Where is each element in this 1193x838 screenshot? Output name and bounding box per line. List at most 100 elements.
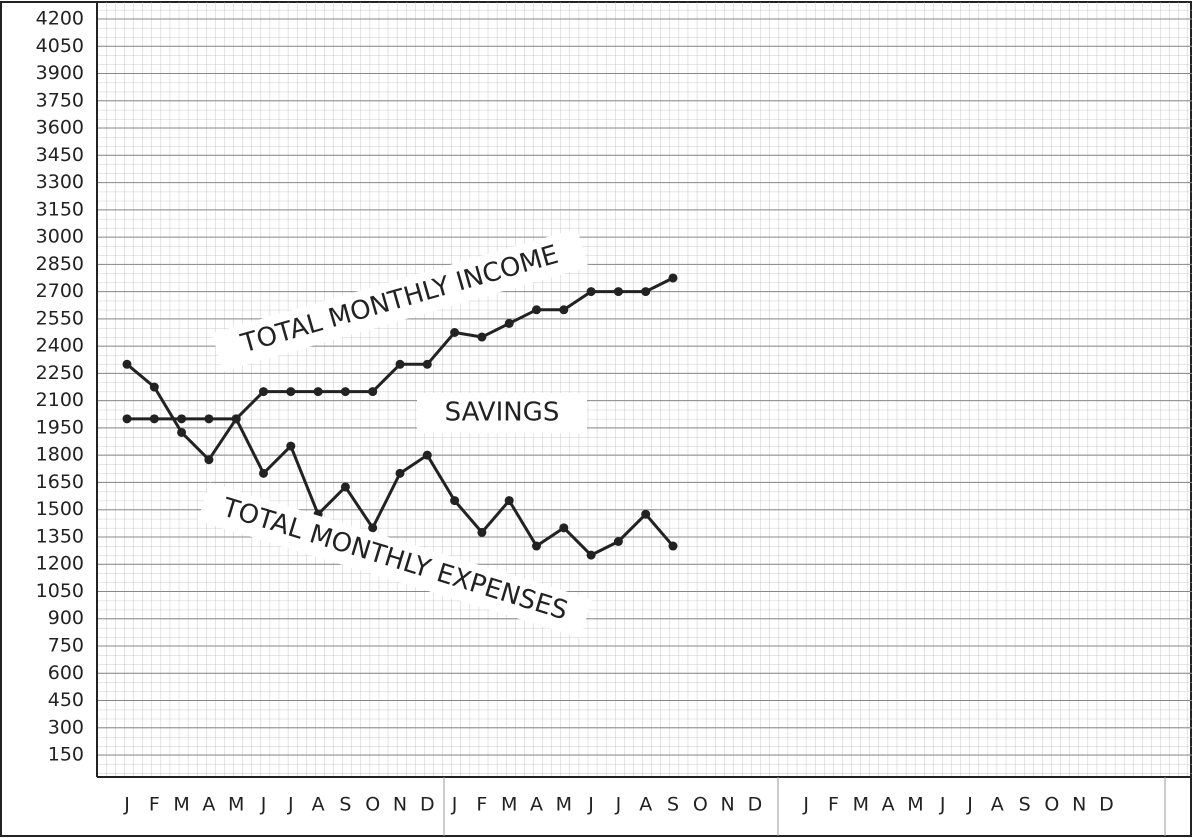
x-tick-label: F: [149, 794, 160, 816]
data-point: [422, 359, 432, 369]
data-point: [340, 387, 350, 397]
y-tick-label: 3600: [36, 117, 84, 139]
data-point: [368, 387, 378, 397]
x-tick-label: A: [639, 794, 652, 816]
y-tick-label: 600: [48, 662, 84, 684]
data-point: [340, 482, 350, 492]
y-tick-label: 3750: [36, 89, 84, 111]
x-tick-label: F: [828, 794, 839, 816]
data-point: [122, 359, 132, 369]
x-tick-label: J: [587, 794, 594, 816]
data-point: [450, 496, 460, 506]
x-tick-label: N: [393, 794, 407, 816]
data-point: [177, 427, 187, 437]
data-point: [477, 332, 487, 342]
data-point: [532, 541, 541, 551]
x-tick-label: J: [260, 794, 267, 816]
grid: [97, 18, 1192, 756]
x-tick-label: M: [907, 794, 923, 816]
x-tick-label: O: [365, 794, 380, 816]
data-point: [259, 387, 268, 397]
data-point: [231, 414, 241, 424]
x-tick-label: O: [693, 794, 708, 816]
x-tick-label: M: [228, 794, 244, 816]
y-tick-label: 300: [48, 716, 84, 738]
data-point: [532, 305, 541, 315]
x-tick-label: D: [748, 794, 763, 816]
y-tick-label: 1500: [36, 498, 84, 520]
y-tick-label: 3150: [36, 198, 84, 220]
x-tick-label: A: [530, 794, 543, 816]
data-point: [641, 509, 651, 519]
data-point: [586, 287, 596, 297]
y-tick-label: 3000: [36, 226, 84, 248]
y-tick-label: 4050: [36, 35, 84, 57]
y-tick-label: 3300: [36, 171, 84, 193]
x-tick-label: M: [556, 794, 572, 816]
x-tick-label: S: [667, 794, 679, 816]
x-tick-label: M: [501, 794, 517, 816]
y-tick-label: 900: [48, 607, 84, 629]
y-tick-label: 2100: [36, 389, 84, 411]
data-point: [641, 287, 651, 297]
label-bg: [417, 393, 587, 433]
y-tick-label: 3900: [36, 62, 84, 84]
y-tick-label: 1050: [36, 580, 84, 602]
x-tick-label: A: [202, 794, 215, 816]
data-point: [177, 414, 187, 424]
x-tick-label: A: [991, 794, 1004, 816]
y-tick-label: 1350: [36, 525, 84, 547]
data-point: [450, 327, 460, 337]
data-point: [559, 523, 569, 533]
data-point: [668, 273, 678, 283]
x-tick-label: J: [939, 794, 946, 816]
data-point: [313, 387, 323, 397]
annotation: SAVINGS: [445, 398, 560, 428]
x-tick-label: O: [1044, 794, 1059, 816]
data-point: [395, 359, 405, 369]
data-point: [395, 468, 405, 478]
x-tick-label: S: [339, 794, 351, 816]
minor-grid: [97, 2, 1192, 777]
x-tick-label: S: [1019, 794, 1031, 816]
x-tick-label: J: [802, 794, 809, 816]
y-tick-label: 1800: [36, 444, 84, 466]
data-point: [149, 382, 159, 392]
label-bg: [197, 482, 593, 638]
data-point: [613, 536, 623, 546]
x-tick-label: N: [720, 794, 734, 816]
data-point: [504, 496, 514, 506]
label-bg: [211, 228, 589, 372]
x-tick-label: N: [1072, 794, 1086, 816]
x-tick-label: A: [312, 794, 325, 816]
data-point: [668, 541, 678, 551]
x-tick-label: J: [966, 794, 973, 816]
y-tick-label: 1950: [36, 416, 84, 438]
x-tick-label: J: [451, 794, 458, 816]
y-tick-label: 3450: [36, 144, 84, 166]
x-tick-label: J: [123, 794, 130, 816]
x-tick-label: J: [615, 794, 622, 816]
x-tick-label: F: [476, 794, 487, 816]
y-tick-label: 2700: [36, 280, 84, 302]
data-point: [259, 468, 268, 478]
data-point: [286, 441, 296, 451]
data-point: [613, 287, 623, 297]
y-tick-label: 750: [48, 634, 84, 656]
x-tick-label: D: [1099, 794, 1114, 816]
data-point: [559, 305, 569, 315]
data-point: [504, 318, 514, 328]
data-point: [122, 414, 132, 424]
plot: [122, 273, 678, 560]
y-tick-label: 150: [48, 744, 84, 766]
y-tick-label: 2250: [36, 362, 84, 384]
x-tick-label: J: [287, 794, 294, 816]
x-tick-label: A: [882, 794, 895, 816]
data-point: [149, 414, 159, 424]
y-tick-label: 1200: [36, 553, 84, 575]
y-tick-label: 2550: [36, 307, 84, 329]
x-tick-label: M: [173, 794, 189, 816]
y-tick-label: 1650: [36, 471, 84, 493]
data-point: [368, 523, 378, 533]
